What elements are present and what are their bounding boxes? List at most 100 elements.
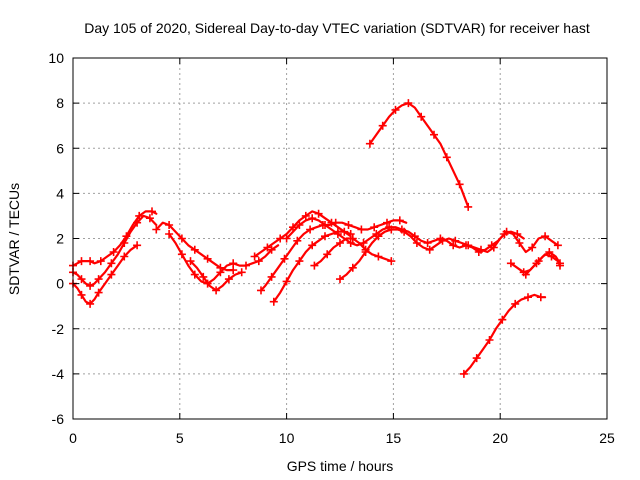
data-point-marker xyxy=(321,232,329,241)
series-line xyxy=(71,214,158,287)
data-point-marker xyxy=(438,236,447,245)
y-tick-label: 6 xyxy=(56,140,64,156)
data-point-marker xyxy=(165,221,174,229)
data-point-marker xyxy=(86,299,95,308)
y-axis-label: SDTVAR / TECUs xyxy=(6,183,22,295)
data-point-marker xyxy=(203,254,212,263)
data-point-marker xyxy=(289,223,297,232)
data-point-marker xyxy=(190,245,199,254)
data-point-marker xyxy=(135,211,144,220)
series-track-15 xyxy=(506,248,564,277)
data-point-marker xyxy=(536,293,545,302)
data-point-marker xyxy=(77,257,86,266)
data-point-marker xyxy=(374,232,383,241)
series-track-11 xyxy=(310,234,396,270)
data-point-marker xyxy=(323,250,332,259)
x-tick-label: 15 xyxy=(386,430,402,446)
data-point-marker xyxy=(502,227,511,236)
data-point-marker xyxy=(263,243,272,252)
data-point-marker xyxy=(365,139,374,148)
data-point-marker xyxy=(306,225,315,234)
data-point-marker xyxy=(374,252,383,261)
data-point-marker xyxy=(410,232,419,241)
series-track-5 xyxy=(165,230,280,288)
data-point-marker xyxy=(321,221,329,229)
data-point-marker xyxy=(387,257,396,266)
data-point-marker xyxy=(269,297,278,306)
series-line xyxy=(462,293,547,375)
data-point-marker xyxy=(383,218,391,227)
data-point-marker xyxy=(282,234,291,243)
data-point-marker xyxy=(267,245,276,254)
x-tick-label: 10 xyxy=(279,430,295,446)
data-point-marker xyxy=(120,252,129,261)
data-point-marker xyxy=(250,252,259,261)
data-point-marker xyxy=(359,239,368,247)
data-point-marker xyxy=(417,112,426,121)
data-point-marker xyxy=(216,268,225,277)
data-point-marker xyxy=(133,218,142,227)
data-point-marker xyxy=(254,257,263,266)
series-track-7 xyxy=(250,209,352,261)
data-point-marker xyxy=(295,221,304,229)
data-point-marker xyxy=(314,209,323,218)
data-point-marker xyxy=(177,250,186,259)
data-point-marker xyxy=(212,286,221,295)
series-track-9 xyxy=(269,227,355,306)
y-tick-label: -6 xyxy=(52,411,65,427)
data-point-marker xyxy=(86,257,95,266)
series-track-2 xyxy=(69,214,158,290)
series-line xyxy=(259,219,408,292)
data-point-marker xyxy=(547,252,556,261)
data-point-marker xyxy=(459,369,468,378)
data-point-marker xyxy=(528,243,537,252)
axis-ticks: 0 5 10 15 20 25 -6 -4 -2 0 2 4 6 8 10 xyxy=(48,50,615,446)
data-point-marker xyxy=(310,261,319,270)
data-point-marker xyxy=(348,234,357,243)
series-track-3 xyxy=(69,241,142,308)
series-track-12 xyxy=(336,225,562,284)
series-track-8 xyxy=(257,216,408,295)
data-point-marker xyxy=(357,225,366,234)
data-point-marker xyxy=(524,293,532,302)
data-point-marker xyxy=(442,153,451,162)
data-point-marker xyxy=(534,257,543,266)
data-point-marker xyxy=(553,241,562,250)
data-point-marker xyxy=(498,315,507,324)
data-point-marker xyxy=(96,257,105,266)
data-point-marker xyxy=(145,214,154,223)
data-point-marker xyxy=(387,225,396,234)
data-point-marker xyxy=(412,239,421,247)
series-line xyxy=(338,228,559,281)
data-point-marker xyxy=(464,241,473,250)
data-point-marker xyxy=(331,218,340,227)
series-track-6 xyxy=(186,257,246,295)
data-point-marker xyxy=(282,277,291,286)
data-point-marker xyxy=(361,248,370,256)
grid-lines xyxy=(73,58,607,419)
data-point-marker xyxy=(455,180,464,189)
data-point-marker xyxy=(346,239,355,247)
series-line xyxy=(368,102,470,208)
data-point-marker xyxy=(186,257,195,266)
y-tick-label: 0 xyxy=(56,276,64,292)
data-point-marker xyxy=(107,270,116,279)
data-point-marker xyxy=(308,214,317,223)
x-tick-label: 0 xyxy=(69,430,77,446)
data-point-marker xyxy=(556,261,564,270)
data-point-marker xyxy=(472,354,481,363)
data-point-marker xyxy=(120,239,129,247)
x-tick-label: 25 xyxy=(599,430,615,446)
data-point-marker xyxy=(229,266,238,275)
series-line xyxy=(253,210,352,258)
y-tick-label: -4 xyxy=(52,366,65,382)
y-tick-label: 10 xyxy=(48,50,64,66)
data-point-marker xyxy=(506,259,515,268)
data-point-marker xyxy=(449,241,458,250)
data-point-marker xyxy=(77,290,86,299)
data-point-marker xyxy=(489,243,498,252)
data-point-marker xyxy=(133,241,142,250)
data-point-marker xyxy=(199,272,208,281)
data-point-marker xyxy=(336,239,344,247)
